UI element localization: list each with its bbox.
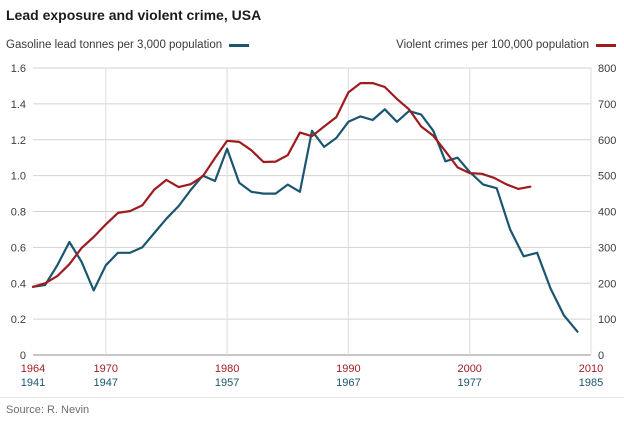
- y-axis-label-left: 0: [20, 350, 26, 362]
- x-tick-lead-year: 1967: [336, 377, 360, 389]
- lead-line: [31, 108, 579, 333]
- y-axis-label-right: 100: [598, 314, 616, 326]
- y-axis-label-right: 0: [598, 350, 604, 362]
- x-tick-lead-year: 1977: [457, 377, 481, 389]
- y-axis-label-right: 700: [598, 99, 616, 111]
- legend-label-crime: Violent crimes per 100,000 population: [396, 39, 589, 51]
- y-axis-label-left: 0.8: [11, 207, 26, 219]
- y-axis-label-right: 400: [598, 207, 616, 219]
- y-axis-label-left: 1.4: [11, 99, 26, 111]
- chart-svg: 0 0 0.2 100 0.4 200 0.6 300 0.8 400 1.0 500 1.2 600 1.…: [11, 63, 617, 389]
- y-axis-label-right: 800: [598, 63, 616, 75]
- footer-divider: [0, 397, 624, 398]
- y-axis-label-right: 600: [598, 135, 616, 147]
- x-tick-crime-year: 1990: [336, 363, 360, 375]
- source-note: Source: R. Nevin: [6, 404, 90, 416]
- y-axis-label-left: 0.6: [11, 242, 26, 254]
- x-tick-crime-year: 1964: [21, 363, 45, 375]
- y-axis-label-left: 1.2: [11, 135, 26, 147]
- x-tick-lead-year: 1947: [94, 377, 118, 389]
- legend: Gasoline lead tonnes per 3,000 populatio…: [6, 39, 616, 51]
- page-title: Lead exposure and violent crime, USA: [6, 7, 262, 23]
- legend-item-lead: Gasoline lead tonnes per 3,000 populatio…: [6, 39, 250, 51]
- y-axis-label-right: 500: [598, 171, 616, 183]
- x-tick-lead-year: 1941: [21, 377, 45, 389]
- y-axis-label-left: 1.0: [11, 171, 26, 183]
- legend-label-lead: Gasoline lead tonnes per 3,000 populatio…: [6, 39, 223, 51]
- y-axis-label-left: 0.4: [11, 278, 26, 290]
- x-tick-crime-year: 1980: [215, 363, 239, 375]
- crime-legend-swatch: [596, 43, 616, 47]
- x-tick-crime-year: 2000: [457, 363, 481, 375]
- x-tick-crime-year: 2010: [579, 363, 603, 375]
- crime-line: [31, 82, 532, 288]
- lead-legend-swatch: [229, 43, 250, 47]
- x-tick-crime-year: 1970: [94, 363, 118, 375]
- legend-item-crime: Violent crimes per 100,000 population: [396, 39, 616, 51]
- y-axis-label-left: 0.2: [11, 314, 26, 326]
- x-tick-lead-year: 1985: [579, 377, 603, 389]
- y-axis-label-right: 200: [598, 278, 616, 290]
- x-tick-lead-year: 1957: [215, 377, 239, 389]
- y-axis-label-right: 300: [598, 242, 616, 254]
- y-axis-label-left: 1.6: [11, 63, 26, 75]
